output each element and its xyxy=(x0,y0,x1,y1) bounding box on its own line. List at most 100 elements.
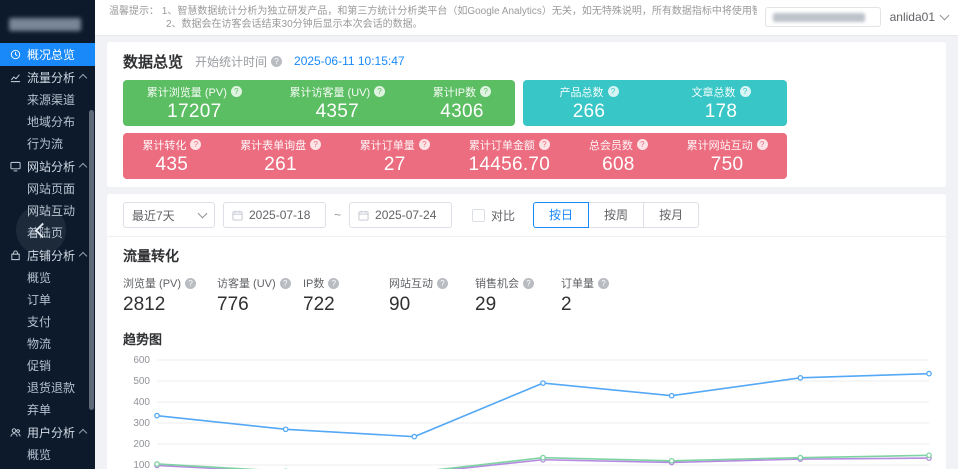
traffic-icon xyxy=(9,71,22,84)
info-icon[interactable]: ? xyxy=(636,139,648,150)
sidebar-item-label: 店铺分析 xyxy=(27,249,76,263)
username: anlida01 xyxy=(889,10,935,24)
funnel-metric-5: 订单量? 2 xyxy=(561,275,647,316)
sidebar-subitem-2-0[interactable]: 网站页面 xyxy=(27,182,76,196)
sidebar-item-0[interactable]: 概况总览 xyxy=(0,43,95,66)
stat-value: 608 xyxy=(602,153,635,175)
granularity-button-2[interactable]: 按月 xyxy=(643,202,700,228)
stat-value: 266 xyxy=(572,100,606,122)
funnel-value: 90 xyxy=(389,294,411,315)
stat-row-top: 累计浏览量 (PV)? 17207 累计访客量 (UV)? 4357 累计IP数? 430… xyxy=(123,80,930,126)
stat-metric: 累计网站互动? 750 xyxy=(687,137,768,176)
sidebar-subitem-4-0[interactable]: 概览 xyxy=(27,448,52,462)
info-icon[interactable]: ? xyxy=(756,139,768,150)
sidebar-scrollbar[interactable] xyxy=(89,110,94,410)
funnel-metric-0: 浏览量 (PV)? 2812 xyxy=(123,275,217,316)
sidebar-subitem-1-0[interactable]: 来源渠道 xyxy=(27,93,76,107)
date-to-input[interactable]: 2025-07-24 xyxy=(349,202,453,228)
sidebar-subitem-3-6[interactable]: 弃单 xyxy=(27,403,52,417)
sidebar-menu: 概况总览流量分析来源渠道地域分布行为流网站分析网站页面网站互动着陆页店铺分析概览… xyxy=(0,43,95,469)
sidebar-subitem-3-0[interactable]: 概览 xyxy=(27,271,52,285)
stat-value: 750 xyxy=(710,153,744,175)
trend-chart[interactable]: 01002003004005006002025-07-182025-07-192… xyxy=(123,350,932,469)
sidebar-subitem-1-1[interactable]: 地域分布 xyxy=(27,115,76,129)
info-icon[interactable]: ? xyxy=(279,277,291,289)
stat-value: 27 xyxy=(383,153,406,175)
section-title: 流量转化 xyxy=(123,248,179,264)
info-icon[interactable]: ? xyxy=(437,277,448,289)
info-icon[interactable]: ? xyxy=(480,86,492,97)
funnel-value: 29 xyxy=(475,294,497,315)
sidebar-item-4[interactable]: 用户分析 xyxy=(0,421,95,444)
chevron-up-icon xyxy=(78,428,88,437)
info-icon[interactable]: ? xyxy=(230,86,242,97)
granularity-button-0[interactable]: 按日 xyxy=(533,202,590,228)
chevron-down-icon xyxy=(197,208,208,219)
compare-checkbox[interactable] xyxy=(472,208,486,222)
topbar-right: anlida01 xyxy=(757,0,958,27)
info-icon[interactable]: ? xyxy=(374,86,386,97)
stat-value: 4306 xyxy=(440,100,484,122)
sidebar-subitem-3-2[interactable]: 支付 xyxy=(27,315,52,329)
funnel-metric-3: 网站互动? 90 xyxy=(389,275,475,316)
sidebar-item-1[interactable]: 流量分析 xyxy=(0,66,95,89)
app-logo xyxy=(0,0,95,39)
info-icon[interactable]: ? xyxy=(538,139,550,150)
funnel-metrics-row: 浏览量 (PV)? 2812 访客量 (UV)? 776 IP数? 722 网站互动? 90 销… xyxy=(123,275,930,316)
sidebar-item-label: 概况总览 xyxy=(27,48,76,62)
sidebar-subitem-2-2[interactable]: 着陆页 xyxy=(27,226,64,240)
logo-redacted xyxy=(9,17,81,31)
funnel-value: 722 xyxy=(303,294,335,315)
funnel-metric-2: IP数? 722 xyxy=(303,275,389,316)
info-icon[interactable]: ? xyxy=(598,277,609,289)
sidebar-subitem-3-1[interactable]: 订单 xyxy=(27,293,52,307)
stat-card-1: 产品总数? 266 文章总数? 178 xyxy=(523,80,787,126)
site-selector[interactable] xyxy=(764,7,881,27)
sidebar-subitem-3-3[interactable]: 物流 xyxy=(27,337,52,351)
user-menu[interactable]: anlida01 xyxy=(889,10,950,24)
info-icon[interactable]: ? xyxy=(418,139,430,150)
granularity-button-group: 按日 按周 按月 xyxy=(533,202,700,228)
stat-card-0: 累计浏览量 (PV)? 17207 累计访客量 (UV)? 4357 累计IP数? 430… xyxy=(123,80,515,126)
funnel-value: 2812 xyxy=(123,294,166,315)
sidebar-item-3[interactable]: 店铺分析 xyxy=(0,244,95,267)
granularity-button-1[interactable]: 按周 xyxy=(588,202,645,228)
sidebar-collapse-button[interactable] xyxy=(16,205,66,255)
sidebar-subitem-2-1[interactable]: 网站互动 xyxy=(27,204,76,218)
svg-text:200: 200 xyxy=(133,439,150,450)
compare-toggle[interactable]: 对比 xyxy=(472,207,515,224)
stat-metric: 累计浏览量 (PV)? 17207 xyxy=(147,84,242,123)
info-icon[interactable]: ? xyxy=(328,277,340,289)
info-icon[interactable]: ? xyxy=(185,277,197,289)
notice-line-1: 温馨提示： 1、智慧数据统计分析为独立研发产品，和第三方统计分析类平台（如Goo… xyxy=(109,6,757,17)
stat-value: 14456.70 xyxy=(468,153,551,175)
filter-row: 最近7天 2025-07-18 ~ 2025-07-24 对比 按日 按周 按月 xyxy=(107,200,946,237)
sidebar-item-label: 网站分析 xyxy=(27,160,76,174)
stat-value: 4357 xyxy=(315,100,360,122)
stat-metric: 累计表单询盘? 261 xyxy=(240,137,322,176)
info-icon[interactable]: ? xyxy=(310,139,322,150)
sidebar-subitem-3-4[interactable]: 促销 xyxy=(27,359,52,373)
stat-card-2: 累计转化? 435 累计表单询盘? 261 累计订单量? 27 累计订单金额? 14456.7… xyxy=(123,133,787,179)
sidebar-item-label: 流量分析 xyxy=(27,71,76,85)
svg-text:600: 600 xyxy=(133,355,150,366)
sidebar-subitem-3-5[interactable]: 退货退款 xyxy=(27,381,76,395)
website-icon xyxy=(9,160,22,173)
svg-text:100: 100 xyxy=(133,460,150,469)
info-icon[interactable]: ? xyxy=(271,55,283,67)
info-icon[interactable]: ? xyxy=(607,86,619,97)
start-time-value: 2025-06-11 10:15:47 xyxy=(294,54,405,68)
stat-metric: 产品总数? 266 xyxy=(560,84,619,123)
chart-title: 趋势图 xyxy=(123,332,163,347)
main-content: 数据总览 开始统计时间 ? 2025-06-11 10:15:47 累计浏览量 … xyxy=(95,36,958,469)
info-icon[interactable]: ? xyxy=(523,277,534,289)
info-icon[interactable]: ? xyxy=(190,139,202,150)
shop-icon xyxy=(9,249,22,262)
stat-row-bottom: 累计转化? 435 累计表单询盘? 261 累计订单量? 27 累计订单金额? 14456.7… xyxy=(123,133,930,179)
info-icon[interactable]: ? xyxy=(739,86,751,97)
date-range-select[interactable]: 最近7天 xyxy=(123,202,215,228)
sidebar-subitem-1-2[interactable]: 行为流 xyxy=(27,137,64,151)
date-from-input[interactable]: 2025-07-18 xyxy=(223,202,326,228)
sidebar-item-2[interactable]: 网站分析 xyxy=(0,155,95,178)
calendar-icon xyxy=(232,210,243,221)
